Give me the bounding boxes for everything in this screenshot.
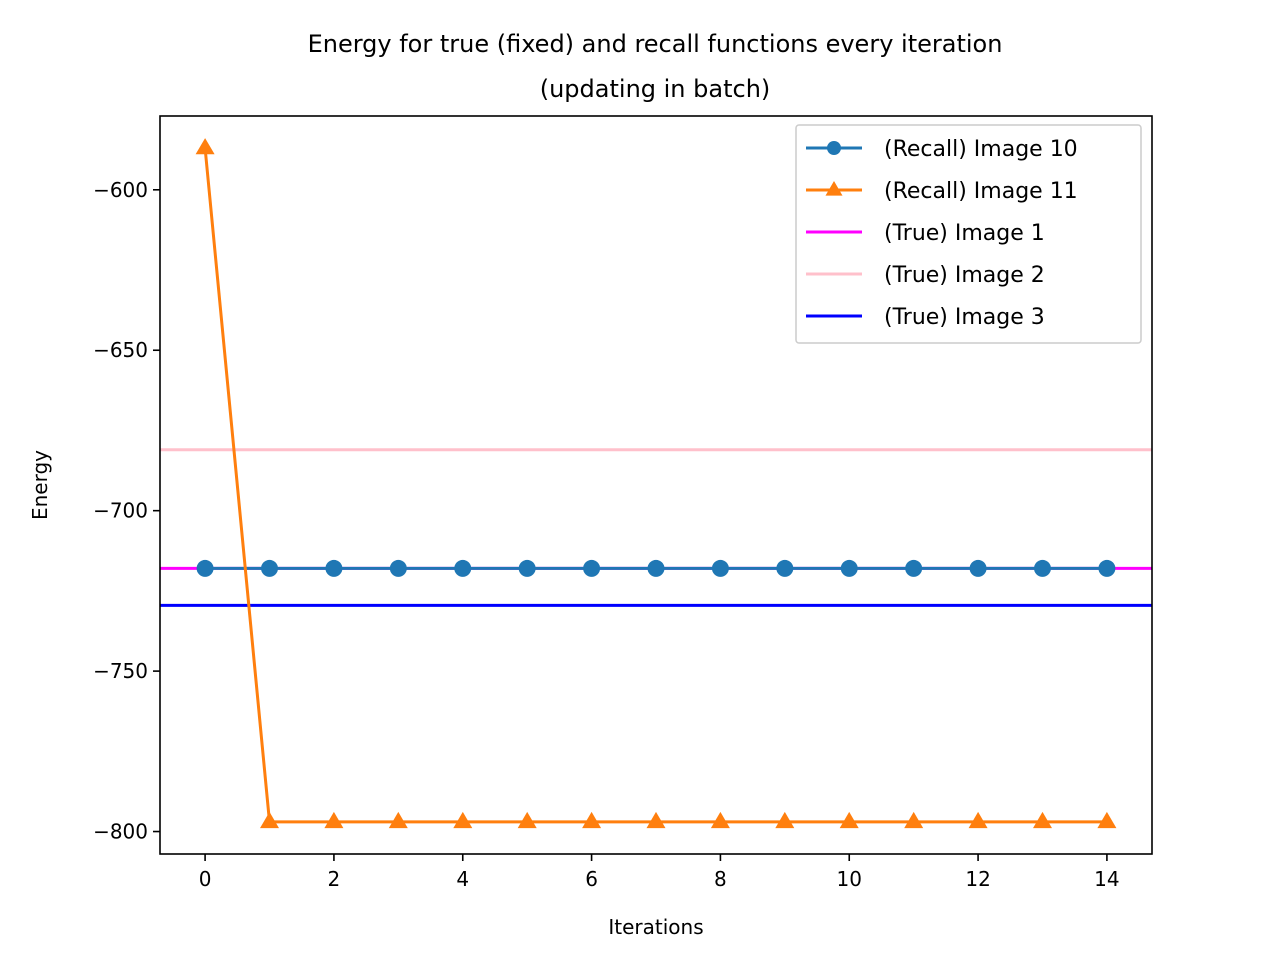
x-tick-label-7: 14 — [1094, 867, 1119, 891]
x-axis: 0 2 4 6 8 10 12 14 — [199, 854, 1120, 891]
y-tick-label-4: −800 — [93, 820, 148, 844]
point-0-6 — [583, 559, 601, 577]
point-1-4 — [453, 811, 473, 829]
legend-label-0: (Recall) Image 10 — [884, 137, 1078, 162]
legend-marker-1 — [825, 181, 843, 196]
chart-subtitle: (updating in batch) — [540, 75, 771, 103]
point-1-1 — [260, 811, 279, 829]
x-tick-label-2: 4 — [456, 867, 469, 891]
point-1-5 — [517, 811, 537, 829]
x-tick-label-6: 12 — [965, 867, 990, 891]
point-0-13 — [1033, 559, 1051, 577]
point-0-5 — [518, 559, 536, 577]
point-0-11 — [905, 559, 923, 577]
y-tick-label-1: −650 — [93, 338, 148, 362]
y-axis-label: Energy — [28, 450, 52, 520]
point-1-8 — [710, 811, 730, 829]
point-0-14 — [1098, 559, 1116, 577]
point-0-0 — [196, 559, 214, 577]
legend-label-4: (True) Image 3 — [884, 305, 1045, 330]
true-lines-group — [160, 448, 1152, 607]
point-1-3 — [388, 811, 408, 829]
legend-marker-0 — [827, 141, 841, 155]
point-0-4 — [454, 559, 472, 577]
markers-group — [195, 138, 1117, 829]
point-0-1 — [261, 559, 279, 577]
legend-label-3: (True) Image 2 — [884, 263, 1045, 288]
legend-label-1: (Recall) Image 11 — [884, 179, 1078, 204]
y-axis: −600 −650 −700 −750 −800 — [93, 178, 160, 844]
plot-frame — [159, 115, 1153, 855]
x-tick-label-1: 2 — [328, 867, 341, 891]
y-tick-label-0: −600 — [93, 178, 148, 202]
legend-label-2: (True) Image 1 — [884, 221, 1045, 246]
y-tick-label-2: −700 — [93, 499, 148, 523]
x-axis-label: Iterations — [608, 915, 703, 939]
point-1-12 — [968, 811, 988, 829]
chart-title: Energy for true (fixed) and recall funct… — [308, 30, 1003, 58]
point-1-13 — [1033, 811, 1052, 829]
legend: (Recall) Image 10 (Recall) Image 11 (True)… — [795, 124, 1142, 344]
point-0-9 — [776, 559, 794, 577]
point-1-9 — [775, 811, 795, 829]
point-0-3 — [389, 559, 407, 577]
point-1-10 — [839, 811, 859, 829]
point-0-10 — [840, 559, 858, 577]
legend-frame — [795, 124, 1142, 344]
x-tick-label-3: 6 — [585, 867, 598, 891]
y-tick-label-3: −750 — [93, 659, 148, 683]
x-tick-label-0: 0 — [199, 867, 212, 891]
point-1-0 — [195, 138, 215, 155]
x-tick-label-4: 8 — [714, 867, 727, 891]
point-0-8 — [711, 559, 729, 577]
x-tick-label-5: 10 — [837, 867, 862, 891]
point-1-11 — [904, 811, 924, 829]
point-1-14 — [1097, 811, 1117, 829]
point-0-7 — [647, 559, 665, 577]
point-0-12 — [969, 559, 987, 577]
point-1-7 — [646, 811, 666, 829]
point-1-6 — [582, 811, 602, 829]
plot-area — [160, 138, 1152, 829]
point-0-2 — [325, 559, 343, 577]
point-1-2 — [324, 811, 344, 829]
